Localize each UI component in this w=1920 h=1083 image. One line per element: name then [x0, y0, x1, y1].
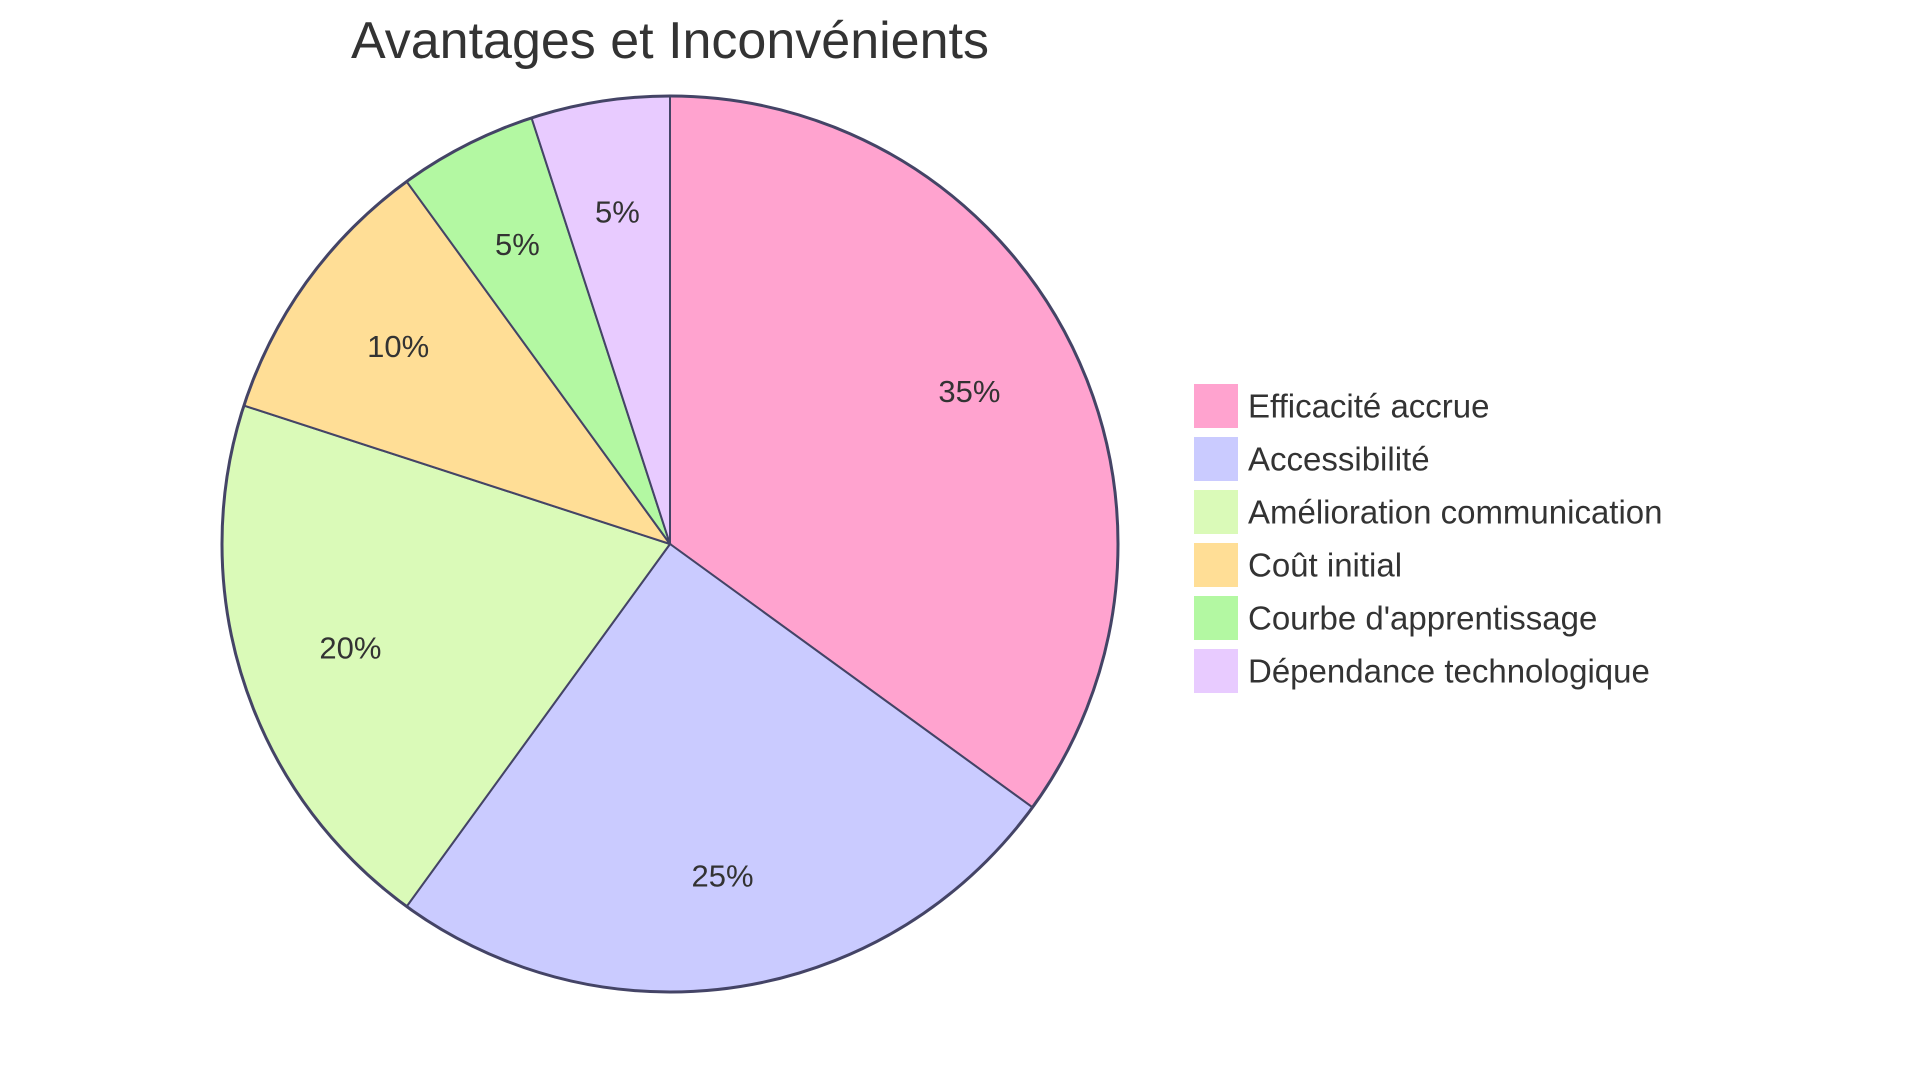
chart-title: Avantages et Inconvénients: [351, 12, 989, 70]
slice-label-amelioration-communication: 20%: [319, 630, 381, 665]
slice-label-efficacite-accrue: 35%: [938, 374, 1000, 409]
slice-label-dependance-technologique: 5%: [595, 195, 640, 230]
pie-outline: [220, 94, 1120, 994]
legend-swatch-efficacite-accrue: [1194, 384, 1238, 428]
legend-label-amelioration-communication: Amélioration communication: [1248, 494, 1663, 531]
legend-swatch-amelioration-communication: [1194, 490, 1238, 534]
slice-label-courbe-d-apprentissage: 5%: [495, 227, 540, 262]
legend-swatch-dependance-technologique: [1194, 649, 1238, 693]
legend-label-dependance-technologique: Dépendance technologique: [1248, 653, 1650, 690]
slice-label-cout-initial: 10%: [367, 329, 429, 364]
legend-swatch-courbe-d-apprentissage: [1194, 596, 1238, 640]
legend: Efficacité accrue Accessibilité Améliorati…: [1194, 384, 1663, 693]
legend-label-courbe-d-apprentissage: Courbe d'apprentissage: [1248, 600, 1597, 637]
legend-swatch-cout-initial: [1194, 543, 1238, 587]
legend-label-accessibilite: Accessibilité: [1248, 441, 1430, 478]
legend-label-cout-initial: Coût initial: [1248, 547, 1402, 584]
legend-label-efficacite-accrue: Efficacité accrue: [1248, 388, 1490, 425]
pie-slices: [220, 94, 1120, 994]
slice-label-accessibilite: 25%: [692, 858, 754, 893]
legend-swatch-accessibilite: [1194, 437, 1238, 481]
pie-slice-labels: 35% 25% 20% 10% 5% 5%: [319, 195, 1000, 894]
